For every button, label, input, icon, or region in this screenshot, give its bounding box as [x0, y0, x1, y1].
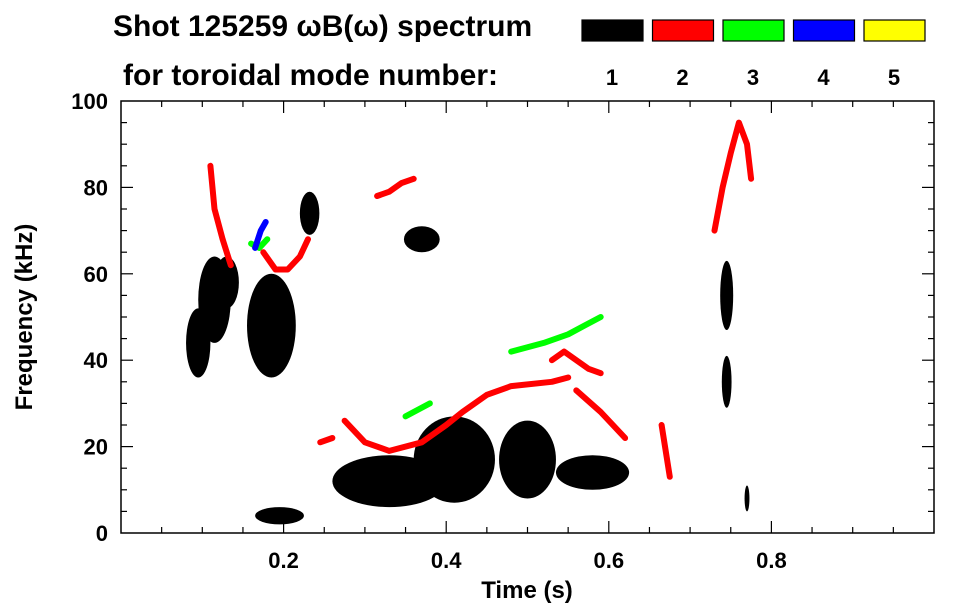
mode-1-blob-5 — [299, 191, 320, 235]
legend-label-mode-2: 2 — [676, 65, 688, 90]
legend-swatch-mode-3 — [722, 19, 785, 42]
x-tick-label: 0.4 — [431, 548, 462, 573]
y-tick-label: 60 — [84, 262, 108, 287]
mode-1-blob-7 — [403, 226, 440, 253]
mode-3-track-1 — [508, 314, 604, 355]
legend-swatch-mode-5 — [863, 19, 926, 42]
legend-label-mode-4: 4 — [817, 65, 830, 90]
mode-2-track-0 — [207, 162, 234, 269]
mode-2-track-2 — [317, 435, 336, 446]
axis-ticks: 0.2 0.4 0.6 0.8 0 20 40 60 80 100 — [71, 89, 934, 573]
mode-2-track-6 — [374, 175, 417, 199]
mode-legend: 1 2 3 4 5 — [581, 19, 926, 90]
chart-title-line1: Shot 125259 ωB(ω) spectrum — [113, 10, 532, 43]
mode-2-track-8 — [658, 422, 673, 480]
mode-1-blob-3 — [247, 273, 296, 378]
mode-3-track-2 — [402, 400, 433, 420]
mode-1-blob-11 — [720, 260, 734, 330]
mode-1-blob-4 — [255, 507, 304, 525]
legend-swatch-mode-2 — [651, 19, 715, 42]
mode-2-track-3 — [341, 374, 572, 454]
legend-swatch-mode-4 — [792, 19, 856, 42]
y-tick-label: 20 — [84, 435, 108, 460]
mode-2-track-4 — [548, 348, 604, 377]
legend-swatch-mode-1 — [581, 19, 644, 42]
mode-1-blob-10 — [555, 455, 630, 490]
mode-1-blob-8 — [413, 416, 495, 503]
mode-2-track-7 — [711, 119, 755, 234]
x-tick-label: 0.6 — [594, 548, 625, 573]
mode-1-blob-12 — [721, 355, 732, 408]
y-tick-label: 40 — [84, 348, 108, 373]
mode-2-track-5 — [573, 387, 629, 441]
legend-label-mode-5: 5 — [888, 65, 900, 90]
x-tick-label: 0.2 — [268, 548, 299, 573]
mode-2-track-1 — [260, 236, 311, 273]
mode-1-blob-2 — [214, 256, 239, 309]
y-tick-label: 80 — [84, 175, 108, 200]
mode-1-blob-13 — [744, 485, 750, 512]
chart-title-line2: for toroidal mode number: — [123, 59, 498, 92]
mode-4-track-0 — [252, 219, 269, 251]
y-axis-label: Frequency (kHz) — [11, 224, 38, 411]
y-tick-label: 0 — [96, 521, 108, 546]
mode-1-blob-9 — [499, 420, 556, 499]
x-axis-label: Time (s) — [481, 577, 573, 604]
x-tick-label: 0.8 — [756, 548, 787, 573]
spectrogram-area — [186, 119, 755, 525]
legend-label-mode-3: 3 — [747, 65, 759, 90]
legend-label-mode-1: 1 — [606, 65, 618, 90]
y-tick-label: 100 — [71, 89, 108, 114]
